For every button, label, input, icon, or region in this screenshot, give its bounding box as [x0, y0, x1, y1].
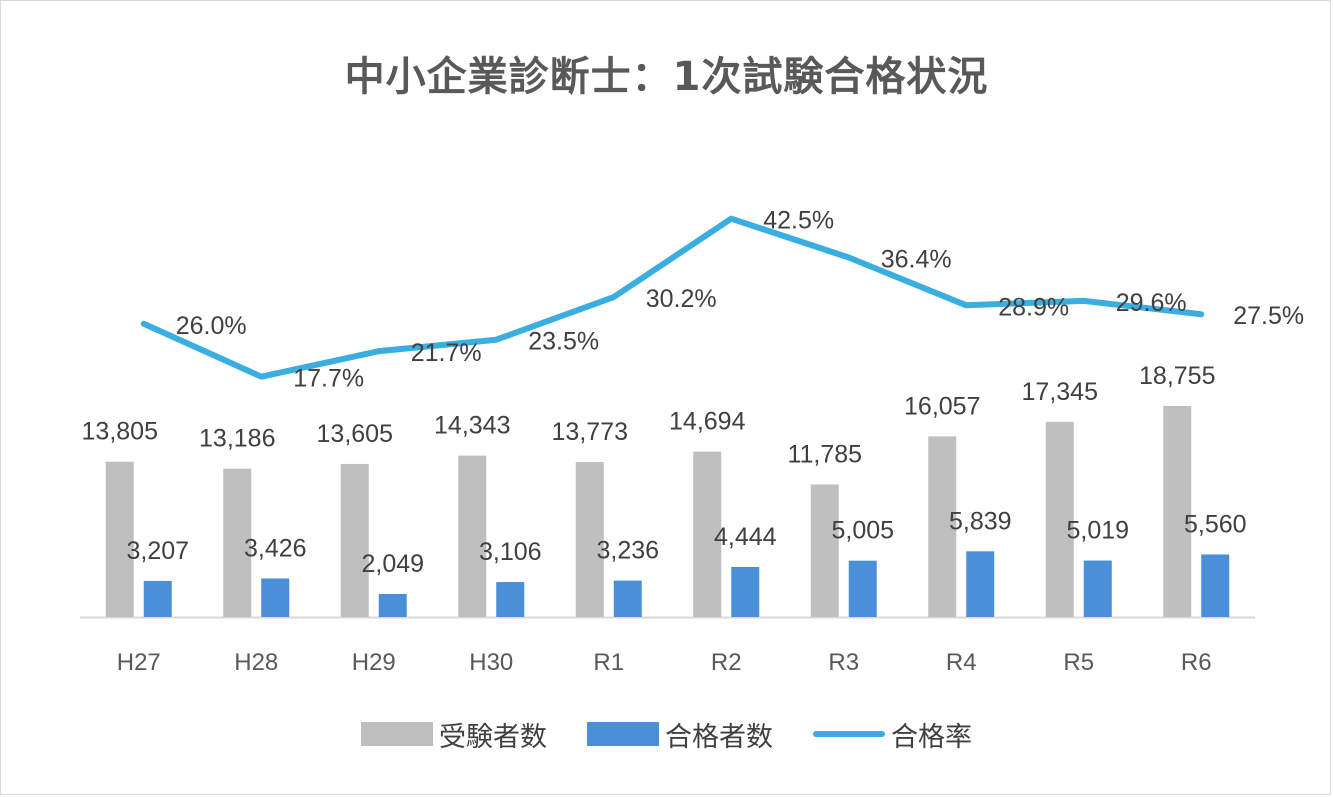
bar-applicants [223, 468, 252, 617]
bar-applicants [810, 484, 839, 617]
data-label-pass-rate: 27.5% [1233, 302, 1304, 330]
x-tick-label: H30 [469, 649, 513, 676]
data-label-passers: 5,839 [949, 507, 1012, 535]
legend-item-passers: 合格者数 [587, 715, 773, 754]
bar-applicants [928, 436, 957, 617]
data-label-passers: 3,236 [596, 537, 659, 565]
data-label-pass-rate: 28.9% [998, 293, 1069, 321]
x-tick-label: R6 [1181, 649, 1212, 676]
data-label-applicants: 11,785 [787, 440, 862, 468]
x-tick-label: R1 [593, 649, 624, 676]
legend-item-pass-rate: 合格率 [813, 715, 972, 754]
chart-legend: 受験者数 合格者数 合格率 [0, 712, 1333, 756]
x-tick-label: H28 [234, 649, 278, 676]
data-label-applicants: 14,343 [434, 412, 510, 440]
data-label-passers: 3,106 [479, 538, 542, 566]
data-label-pass-rate: 42.5% [763, 207, 834, 235]
x-tick-label: R2 [711, 649, 742, 676]
data-label-passers: 5,560 [1184, 510, 1247, 538]
bar-applicants [340, 463, 369, 617]
x-tick-label: R3 [828, 649, 859, 676]
legend-label-pass-rate: 合格率 [891, 721, 972, 753]
data-label-pass-rate: 29.6% [1116, 289, 1187, 317]
bar-applicants [1045, 421, 1074, 617]
data-label-applicants: 18,755 [1139, 362, 1215, 390]
legend-swatch-applicants [361, 722, 433, 746]
chart-title: 中小企業診断士：1次試験合格状況 [344, 54, 989, 100]
data-label-pass-rate: 21.7% [411, 339, 482, 367]
data-label-pass-rate: 26.0% [176, 312, 247, 340]
bar-passers [848, 560, 877, 617]
data-label-passers: 4,444 [714, 523, 777, 551]
data-label-pass-rate: 30.2% [646, 285, 717, 313]
bar-passers [378, 593, 407, 617]
bar-passers [261, 578, 290, 617]
data-label-applicants: 16,057 [904, 392, 980, 420]
bar-passers [496, 582, 525, 617]
x-tick-label: H27 [117, 649, 161, 676]
data-label-pass-rate: 36.4% [881, 246, 952, 274]
data-label-applicants: 13,773 [552, 418, 628, 446]
legend-swatch-passers [587, 722, 659, 746]
x-tick-label: H29 [352, 649, 396, 676]
data-label-applicants: 13,805 [82, 418, 158, 446]
bar-passers [966, 551, 995, 617]
x-tick-label: R5 [1063, 649, 1094, 676]
data-label-applicants: 13,186 [199, 425, 275, 453]
bar-passers [613, 580, 642, 617]
legend-label-passers: 合格者数 [665, 721, 773, 753]
data-label-passers: 5,019 [1066, 517, 1129, 545]
bar-passers [1201, 554, 1230, 617]
data-label-passers: 2,049 [361, 550, 424, 578]
bar-passers [143, 580, 172, 617]
data-label-pass-rate: 17.7% [293, 365, 364, 393]
bar-applicants [458, 455, 487, 617]
legend-label-applicants: 受験者数 [439, 721, 547, 753]
x-tick-label: R4 [946, 649, 977, 676]
data-label-applicants: 14,694 [669, 408, 746, 436]
bar-applicants [105, 461, 134, 617]
data-label-passers: 5,005 [831, 517, 894, 545]
data-label-pass-rate: 23.5% [528, 328, 599, 356]
data-label-applicants: 17,345 [1022, 378, 1098, 406]
bar-passers [731, 567, 760, 617]
line-pass-rate [140, 215, 1205, 380]
bar-applicants [575, 462, 604, 617]
data-label-passers: 3,426 [244, 534, 307, 562]
bar-applicants [693, 451, 722, 617]
data-label-applicants: 13,605 [317, 420, 393, 448]
legend-item-applicants: 受験者数 [361, 715, 547, 754]
data-label-passers: 3,207 [126, 537, 189, 565]
bar-passers [1083, 560, 1112, 617]
legend-swatch-pass-rate [813, 731, 885, 737]
bar-applicants [1163, 406, 1192, 617]
